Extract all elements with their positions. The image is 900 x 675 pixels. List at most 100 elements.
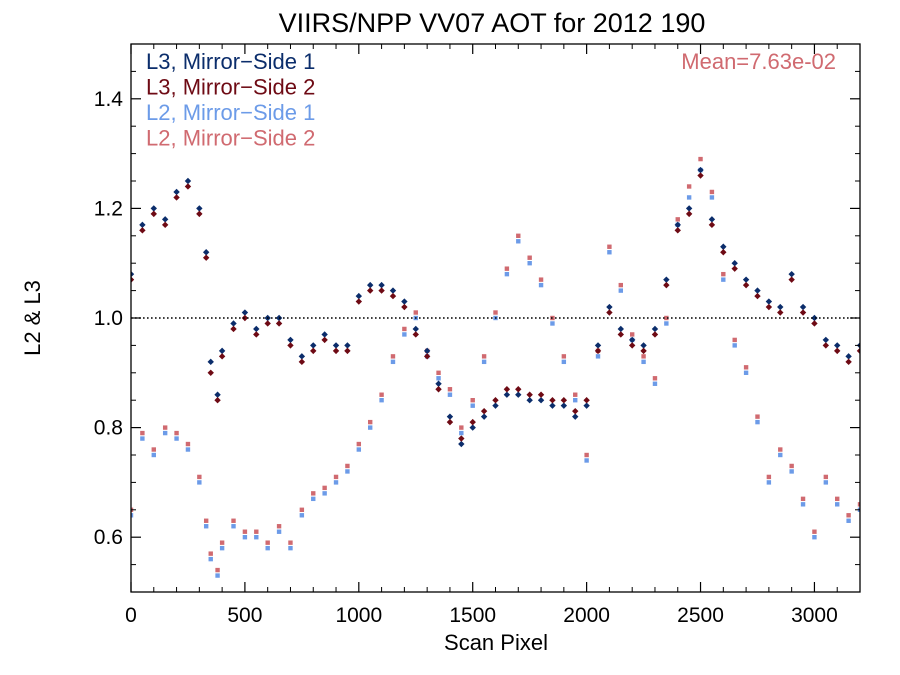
data-point: [446, 413, 454, 420]
data-point: [265, 540, 270, 545]
data-point: [583, 402, 590, 409]
data-point: [537, 391, 545, 398]
data-point: [311, 491, 316, 496]
data-point: [345, 463, 350, 469]
data-point: [778, 447, 783, 452]
data-point: [202, 249, 210, 256]
data-point: [527, 261, 532, 266]
y-tick-label: 1.2: [94, 197, 123, 220]
data-point: [230, 320, 237, 327]
data-point: [299, 507, 305, 512]
series-4-points: [131, 156, 860, 573]
data-point: [606, 309, 613, 316]
data-point: [355, 292, 363, 300]
data-point: [196, 205, 203, 212]
data-point: [276, 529, 282, 534]
data-point: [754, 287, 761, 294]
data-point: [174, 430, 179, 436]
data-point: [492, 397, 499, 404]
data-point: [766, 474, 772, 480]
data-point: [492, 402, 499, 409]
data-point: [515, 386, 522, 393]
data-point: [481, 354, 487, 359]
data-point: [356, 447, 362, 452]
data-point: [203, 518, 209, 523]
data-point: [481, 359, 487, 365]
data-point: [173, 188, 180, 196]
data-point: [561, 359, 567, 365]
data-point: [788, 276, 795, 283]
data-point: [379, 398, 384, 403]
data-point: [367, 287, 374, 294]
data-point: [709, 189, 715, 195]
data-point: [139, 227, 146, 234]
data-point: [709, 195, 715, 200]
data-point: [766, 480, 772, 485]
data-point: [208, 551, 213, 556]
data-point: [834, 347, 841, 355]
data-point: [207, 369, 214, 376]
data-point: [503, 386, 511, 393]
data-point: [131, 513, 134, 518]
data-point: [526, 397, 533, 404]
data-point: [219, 545, 225, 551]
legend: L3, Mirror−Side 1L3, Mirror−Side 2L2, Mi…: [146, 49, 315, 151]
data-point: [572, 407, 579, 415]
data-point: [685, 205, 693, 212]
data-point: [697, 166, 704, 174]
data-point: [140, 430, 145, 436]
data-point: [811, 314, 818, 322]
data-point: [390, 359, 396, 365]
data-point: [379, 392, 384, 397]
data-point: [412, 325, 419, 333]
data-point: [777, 303, 784, 311]
data-point: [743, 365, 749, 370]
data-point: [617, 331, 624, 338]
data-point: [242, 535, 248, 540]
data-point: [140, 436, 145, 441]
data-point: [823, 480, 829, 485]
x-tick-label: 2000: [563, 604, 610, 627]
data-point: [208, 556, 213, 562]
data-point: [162, 430, 168, 436]
y-tick-label: 1.4: [94, 88, 124, 111]
x-tick-label: 0: [125, 604, 137, 627]
data-point: [731, 265, 738, 272]
data-point: [459, 430, 464, 436]
data-point: [322, 491, 327, 496]
data-point: [253, 331, 260, 338]
y-tick-label: 0.6: [94, 526, 123, 549]
data-point: [674, 227, 681, 234]
data-point: [322, 485, 327, 491]
series-3-points: [131, 167, 860, 578]
data-point: [561, 354, 567, 359]
data-point: [698, 156, 703, 162]
data-point: [412, 331, 419, 338]
data-point: [628, 336, 636, 344]
data-point: [299, 513, 305, 518]
scatter-points: [131, 156, 860, 578]
data-point: [515, 391, 522, 398]
data-point: [469, 418, 476, 426]
data-point: [789, 463, 794, 469]
data-point: [378, 281, 385, 289]
data-point: [823, 474, 829, 480]
data-point: [470, 398, 475, 403]
data-point: [584, 458, 589, 463]
data-point: [458, 435, 465, 442]
data-point: [731, 260, 738, 267]
data-point: [184, 177, 192, 185]
data-point: [401, 298, 408, 305]
data-point: [732, 337, 737, 343]
data-point: [811, 320, 818, 327]
data-point: [788, 270, 795, 278]
data-point: [583, 397, 590, 404]
data-point: [214, 391, 221, 398]
data-point: [218, 347, 226, 355]
data-point: [332, 347, 340, 355]
data-point: [742, 281, 750, 289]
x-tick-label: 1000: [335, 604, 382, 627]
x-axis-label: Scan Pixel: [444, 630, 548, 655]
data-point: [150, 205, 157, 212]
data-point: [845, 358, 852, 366]
